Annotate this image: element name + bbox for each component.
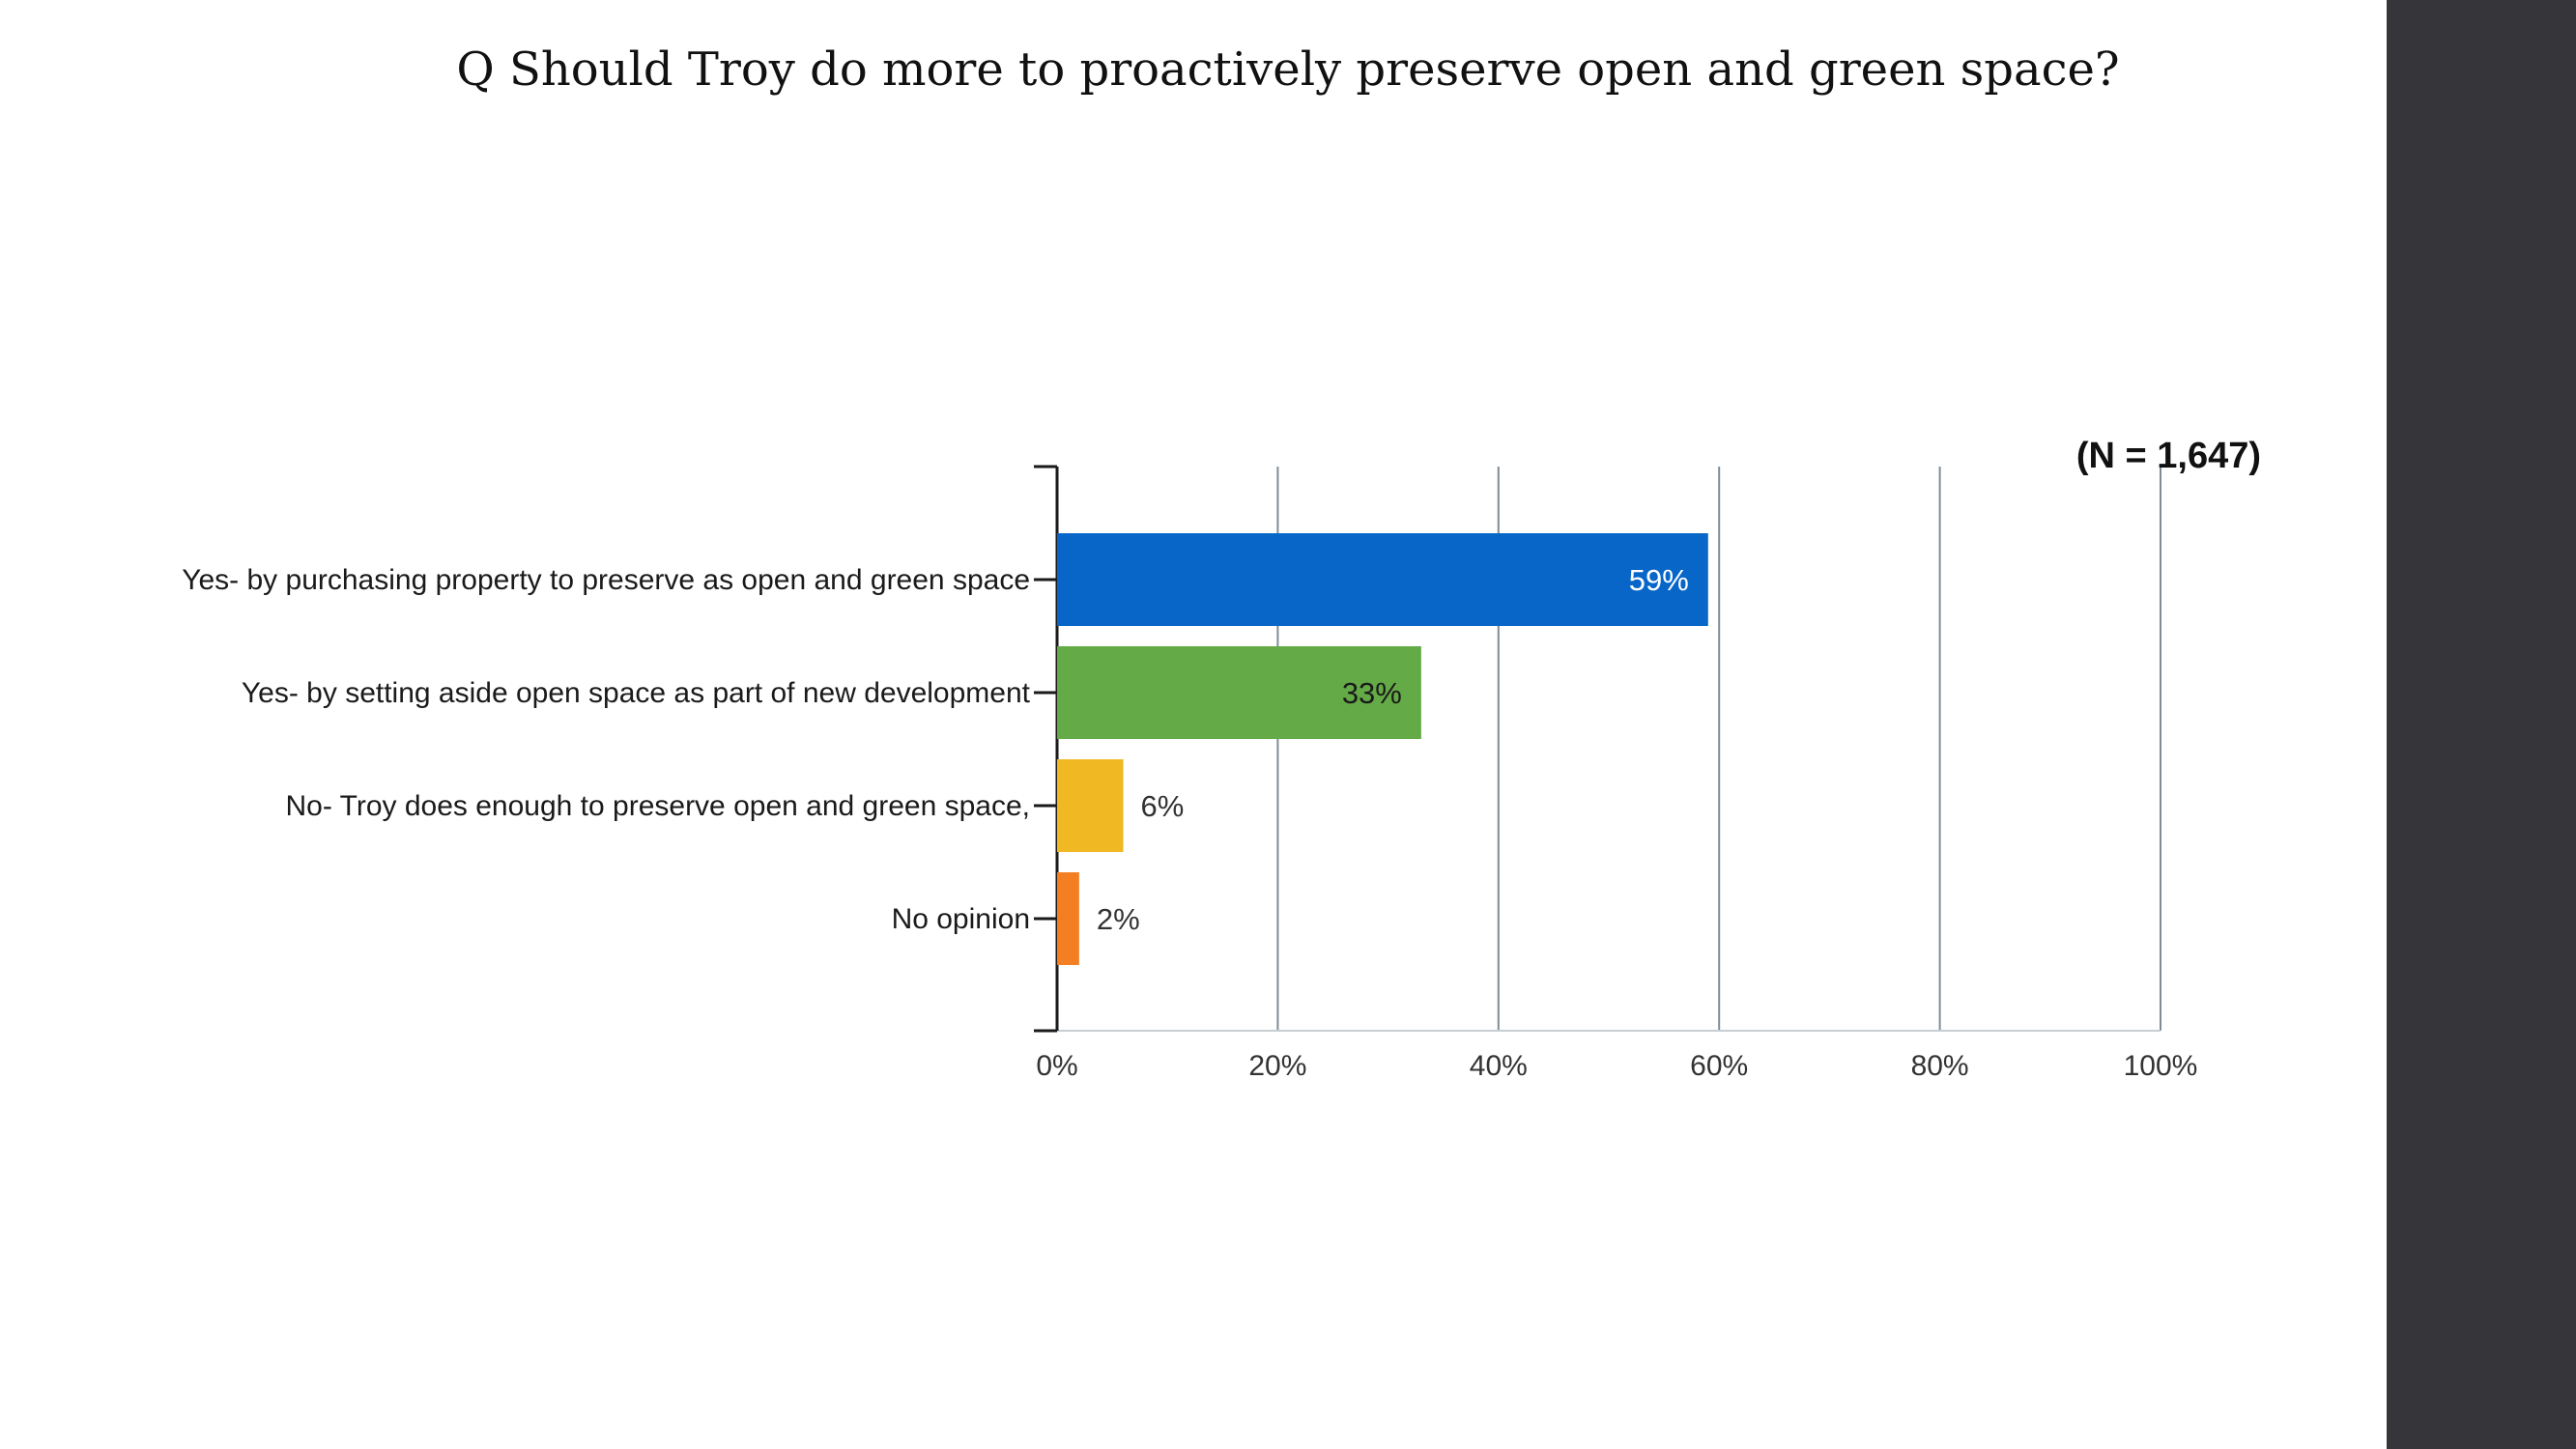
- data-label: 6%: [1141, 789, 1185, 823]
- x-tick-label: 60%: [1690, 1050, 1748, 1082]
- bar: [1057, 533, 1708, 626]
- x-tick-label: 100%: [2124, 1050, 2198, 1082]
- bar: [1057, 759, 1124, 852]
- data-label: 2%: [1097, 902, 1140, 936]
- x-tick-label: 80%: [1911, 1050, 1969, 1082]
- category-label: No opinion: [892, 903, 1030, 935]
- bar: [1057, 646, 1421, 739]
- data-label: 33%: [1342, 676, 1402, 710]
- slide: Q Should Troy do more to proactively pre…: [182, 43, 2261, 1082]
- sample-size-label: (N = 1,647): [2076, 436, 2261, 476]
- data-label: 59%: [1629, 563, 1689, 597]
- category-label: Yes- by setting aside open space as part…: [242, 677, 1031, 709]
- category-label: No- Troy does enough to preserve open an…: [285, 790, 1030, 822]
- x-tick-label: 20%: [1248, 1050, 1306, 1082]
- x-tick-label: 40%: [1470, 1050, 1528, 1082]
- category-label: Yes- by purchasing property to preserve …: [182, 564, 1030, 596]
- bar-chart: 0% 20% 40% 60% 80% 100% Yes- by purchasing pro…: [182, 436, 2261, 1082]
- bar: [1057, 872, 1079, 965]
- slide-title: Q Should Troy do more to proactively pre…: [456, 43, 2120, 97]
- x-tick-label: 0%: [1036, 1050, 1077, 1082]
- side-panel: [2387, 0, 2576, 1449]
